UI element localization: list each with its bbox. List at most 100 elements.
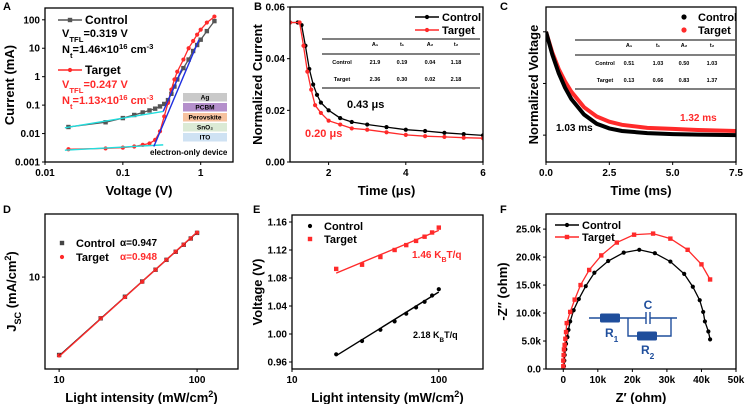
panel-F: F 0 10k 20k 30k 40k 50k 0.0 5.0k 10.0k 15.0k 20.0k 2… xyxy=(495,204,745,404)
annotation-part: =0.319 V xyxy=(83,28,128,40)
annotation-part: N xyxy=(62,95,70,107)
data-point xyxy=(707,277,713,282)
x-tick-label: 4 xyxy=(403,168,409,179)
x-axis-label-part: Time (ms) xyxy=(610,183,671,198)
legend-marker xyxy=(424,14,430,20)
y-tick-label: 10.0k xyxy=(516,309,541,320)
data-point xyxy=(571,308,576,313)
annotation: Nt=1.13×1016 cm-3 xyxy=(62,93,153,111)
y-tick-label: 0.96 xyxy=(268,358,288,369)
y-tick-label: 100 xyxy=(23,15,40,26)
data-point xyxy=(198,27,203,32)
legend-label: Control xyxy=(76,238,115,250)
x-tick-label: 6 xyxy=(480,168,486,179)
annotation-part: TFL xyxy=(69,86,83,95)
data-point xyxy=(668,259,673,264)
table-cell: 2.18 xyxy=(451,77,462,83)
data-point xyxy=(576,296,581,302)
annotation: Nt=1.46×1016 cm-3 xyxy=(62,42,153,60)
annotation-part: electron-only device xyxy=(150,148,228,157)
data-point xyxy=(599,253,604,258)
data-point xyxy=(147,108,152,113)
y-tick-label: 1.08 xyxy=(268,274,288,285)
data-point xyxy=(152,106,158,111)
legend-entry-target: Target xyxy=(59,252,109,264)
data-point xyxy=(326,118,331,123)
data-point xyxy=(697,298,702,303)
data-point xyxy=(132,112,137,118)
x-tick-label: 0.1 xyxy=(116,168,130,179)
plot-area xyxy=(333,225,442,357)
annotation: VTFL=0.247 V xyxy=(62,79,128,95)
table-cell: 0.50 xyxy=(679,61,690,67)
data-point xyxy=(461,132,466,137)
data-point xyxy=(378,254,383,260)
capacitor-label: C xyxy=(644,298,653,312)
plot-area xyxy=(64,14,217,152)
data-point xyxy=(572,297,577,302)
legend-marker xyxy=(307,223,313,229)
legend-marker xyxy=(564,234,570,240)
y-tick-label: 10 xyxy=(29,273,41,284)
data-point xyxy=(621,250,626,255)
layer-2 xyxy=(183,113,227,122)
plot-area xyxy=(56,230,200,358)
table-header: A₂ xyxy=(427,42,434,48)
data-point xyxy=(140,110,145,115)
data-point xyxy=(175,69,180,74)
data-point xyxy=(309,87,314,92)
table-cell: 0.19 xyxy=(397,60,408,66)
data-point xyxy=(365,122,370,127)
data-point xyxy=(631,232,637,237)
panel-E: E 10 100 0.96 1.00 1.04 1.08 1.12 1.16 Light inte… xyxy=(250,204,484,404)
x-axis-label: Voltage (V) xyxy=(106,183,173,198)
annotation-part: =0.247 V xyxy=(83,79,128,91)
x-axis-label-part: 2 xyxy=(208,389,213,399)
data-point xyxy=(699,262,704,267)
panel-B: B 2 4 6 0.00 0.02 0.04 0.06 Time (μs) Normalized … xyxy=(250,1,486,198)
fit-line xyxy=(64,144,164,151)
plot-frame xyxy=(545,6,737,163)
data-point xyxy=(162,101,167,107)
data-point xyxy=(436,287,441,292)
data-point xyxy=(162,114,167,119)
x-tick-label: 1 xyxy=(198,168,204,179)
y-axis-label: JSC (mA/cm2) xyxy=(3,251,23,332)
legend-label: Control xyxy=(442,12,481,24)
annotation-part: α=0.947 xyxy=(120,238,157,249)
data-point xyxy=(423,134,428,139)
y-axis-label-part: Normalized Voltage xyxy=(526,25,541,145)
annotation: electron-only device xyxy=(150,148,228,157)
data-point xyxy=(384,130,389,135)
x-axis-label: Light intensity (mW/cm2) xyxy=(311,389,463,404)
table-cell: 0.30 xyxy=(397,77,408,83)
x-tick-label: 2.5 xyxy=(602,168,616,179)
annotation-part: 0.43 μs xyxy=(347,99,384,111)
y-axis-label-part: 2 xyxy=(3,256,13,261)
data-point xyxy=(561,358,566,363)
annotation-part: V xyxy=(62,28,70,40)
data-point xyxy=(204,28,210,34)
panel-label: E xyxy=(253,204,260,216)
fit-line xyxy=(64,110,164,129)
panel-label: D xyxy=(3,204,11,216)
table-cell: 0.83 xyxy=(679,78,690,84)
annotation: 1.46 KBT/q xyxy=(412,250,462,264)
legend-label: Control xyxy=(324,221,363,233)
data-point xyxy=(706,329,711,334)
data-point xyxy=(198,37,203,42)
capacitor-icon xyxy=(645,312,651,324)
data-point xyxy=(563,336,568,341)
table-cell: 0.04 xyxy=(425,60,437,66)
layer-0 xyxy=(183,93,227,102)
y-tick-label: 5.0k xyxy=(522,337,542,348)
annotation-part: 1.46 K xyxy=(412,250,442,261)
x-axis-label-part: Time (μs) xyxy=(358,183,416,198)
data-point xyxy=(191,38,196,44)
y-axis-label: Normalized Current xyxy=(250,24,265,145)
data-point xyxy=(583,284,588,289)
x-tick-label: 50k xyxy=(728,375,745,386)
data-point xyxy=(338,115,343,121)
table-cell: Control xyxy=(332,60,352,66)
legend-marker xyxy=(564,222,570,228)
